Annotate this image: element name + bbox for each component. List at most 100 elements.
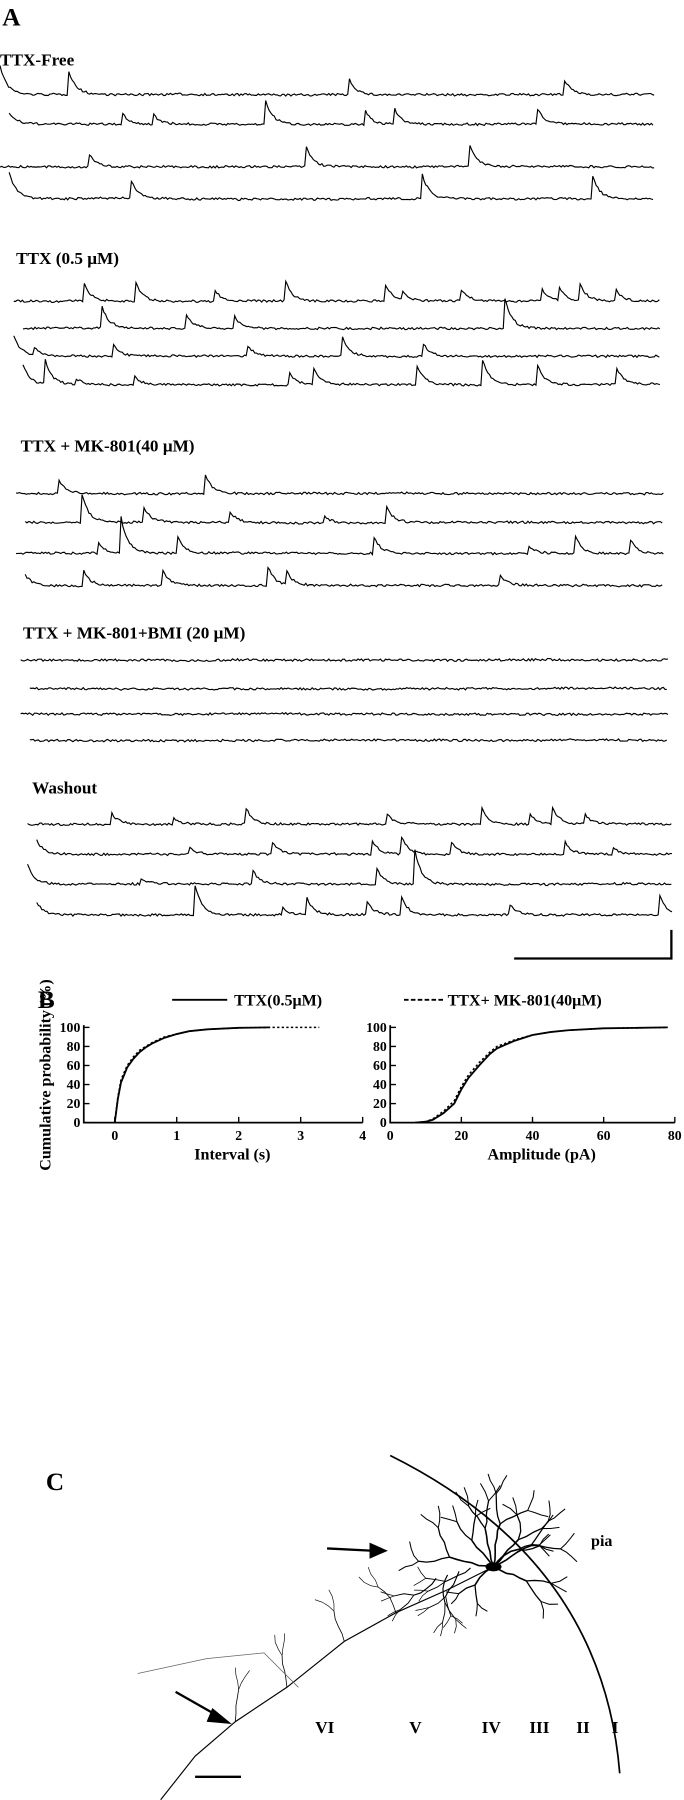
- y-tick-label: 0: [73, 1115, 80, 1130]
- x-tick-label: 4: [359, 1128, 366, 1143]
- dendrite: [474, 1499, 479, 1517]
- layer-label: I: [612, 1718, 619, 1737]
- dendrite: [414, 1589, 429, 1592]
- x-tick-label: 1: [173, 1128, 180, 1143]
- dendrite: [525, 1580, 542, 1602]
- x-tick-label: 2: [235, 1128, 242, 1143]
- layer-label: IV: [482, 1718, 502, 1737]
- dendrite: [394, 1593, 414, 1597]
- dendrite: [377, 1586, 397, 1613]
- dendrite: [458, 1584, 476, 1595]
- trace: [13, 335, 660, 359]
- y-tick-label: 40: [67, 1077, 81, 1092]
- layer-label: VI: [315, 1718, 334, 1737]
- y-tick-label: 100: [60, 1020, 81, 1035]
- series-line: [114, 1026, 320, 1123]
- trace: [16, 516, 664, 557]
- dendrite: [538, 1533, 550, 1547]
- trace: [29, 686, 667, 691]
- trace: [27, 805, 672, 827]
- x-tick-label: 40: [526, 1128, 540, 1143]
- dendrite: [450, 1615, 463, 1624]
- dendrite: [540, 1600, 559, 1605]
- dendrite: [540, 1601, 545, 1619]
- dendrite: [137, 1652, 299, 1688]
- dendrite: [530, 1520, 549, 1547]
- series-line: [113, 1026, 270, 1123]
- y-tick-label: 20: [67, 1096, 81, 1111]
- dendrite: [380, 1591, 395, 1597]
- dendrite: [442, 1602, 446, 1623]
- dendrite: [455, 1619, 467, 1629]
- dendrite: [468, 1505, 486, 1529]
- x-tick-label: 0: [111, 1128, 118, 1143]
- y-tick-label: 80: [373, 1039, 387, 1054]
- dendrite: [445, 1567, 471, 1582]
- trace-label: TTX + MK-801(40 μM): [21, 436, 195, 455]
- dendrite: [367, 1567, 379, 1588]
- dendrite: [413, 1577, 426, 1586]
- dendrite: [427, 1581, 446, 1592]
- dendrite: [358, 1576, 379, 1588]
- x-tick-label: 80: [668, 1128, 682, 1143]
- arrow-head: [369, 1542, 388, 1559]
- dendrite: [547, 1500, 551, 1522]
- dendrite: [516, 1514, 522, 1540]
- dendrite: [495, 1475, 508, 1494]
- dendrite: [398, 1560, 419, 1572]
- layer-label: V: [409, 1718, 422, 1737]
- trace: [0, 145, 655, 169]
- dendrite: [530, 1544, 561, 1550]
- trace-label: Washout: [32, 778, 97, 797]
- dendrite: [415, 1607, 430, 1611]
- layer-label: II: [576, 1718, 590, 1737]
- dendrite: [471, 1516, 477, 1541]
- arrow: [327, 1547, 374, 1552]
- dendrite: [518, 1543, 540, 1551]
- pia-boundary: [389, 1454, 621, 1774]
- dendrite: [437, 1505, 441, 1528]
- y-tick-label: 80: [67, 1039, 81, 1054]
- dendrite: [499, 1509, 528, 1525]
- trace: [24, 494, 663, 525]
- trace-label: TTX-Free: [0, 51, 75, 70]
- x-tick-label: 60: [597, 1128, 611, 1143]
- y-tick-label: 100: [366, 1020, 387, 1035]
- dendrite: [433, 1622, 443, 1634]
- dendrite: [560, 1548, 578, 1563]
- y-tick-label: 0: [380, 1115, 387, 1130]
- dendrite: [493, 1545, 532, 1568]
- trace: [22, 298, 661, 331]
- dendrite: [420, 1513, 439, 1529]
- dendrite: [413, 1577, 437, 1596]
- x-axis-label: Interval (s): [194, 1146, 270, 1163]
- y-axis-label: Cumulative probability (%): [37, 979, 54, 1170]
- dendrite: [238, 1670, 250, 1690]
- scale-bar: [514, 929, 673, 960]
- dendrite: [333, 1611, 345, 1642]
- dendrite: [502, 1503, 518, 1516]
- dendrite: [274, 1634, 283, 1656]
- dendrite: [527, 1509, 549, 1518]
- trace: [20, 711, 669, 717]
- trace-label: TTX + MK-801+BMI (20 μM): [23, 623, 245, 642]
- dendrite: [437, 1527, 451, 1558]
- panel-label: C: [46, 1469, 64, 1496]
- trace: [24, 566, 663, 588]
- trace-label: TTX (0.5 μM): [16, 249, 119, 268]
- dendrite: [418, 1556, 450, 1563]
- dendrite: [488, 1485, 501, 1502]
- trace: [20, 657, 669, 663]
- dendrite: [484, 1528, 495, 1568]
- trace: [27, 849, 672, 887]
- dendrite: [463, 1487, 470, 1507]
- trace: [29, 738, 668, 743]
- dendrite: [455, 1491, 469, 1507]
- dendrite: [387, 1609, 401, 1617]
- dendrite: [380, 1595, 395, 1602]
- dendrite: [487, 1473, 497, 1494]
- legend-label: TTX+ MK-801(40μM): [448, 993, 602, 1010]
- dendrite: [526, 1579, 552, 1584]
- dendrite: [281, 1633, 285, 1656]
